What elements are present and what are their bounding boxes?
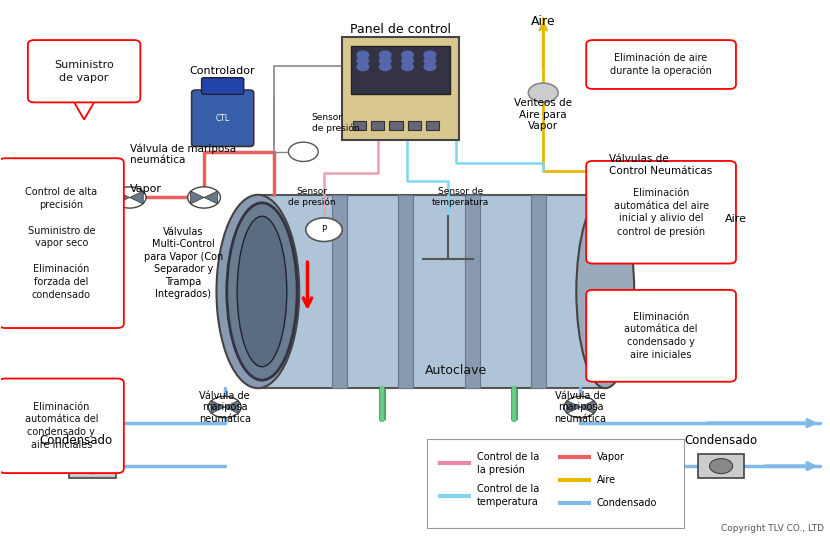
- Circle shape: [357, 63, 369, 71]
- Circle shape: [402, 51, 413, 59]
- Text: Eliminación de aire
durante la operación: Eliminación de aire durante la operación: [610, 53, 712, 76]
- Text: Eliminación
automática del aire
inicial y alivio del
control de presión: Eliminación automática del aire inicial …: [613, 188, 709, 237]
- Circle shape: [305, 218, 342, 241]
- Text: Válvula de mariposa
neumática: Válvula de mariposa neumática: [129, 143, 236, 165]
- Circle shape: [710, 458, 733, 474]
- FancyBboxPatch shape: [69, 454, 115, 478]
- Text: Copyright TLV CO., LTD: Copyright TLV CO., LTD: [721, 524, 824, 533]
- Ellipse shape: [227, 203, 297, 380]
- FancyBboxPatch shape: [607, 204, 653, 234]
- Polygon shape: [116, 191, 129, 204]
- Polygon shape: [190, 191, 204, 204]
- Text: Condensado: Condensado: [597, 498, 657, 508]
- FancyBboxPatch shape: [426, 121, 439, 131]
- Ellipse shape: [237, 217, 287, 367]
- Text: Válvulas
Multi-Control
para Vapor (Con
Separador y
Trampa
Integrados): Válvulas Multi-Control para Vapor (Con S…: [144, 227, 223, 299]
- Text: Suministro
de vapor: Suministro de vapor: [54, 60, 114, 83]
- Circle shape: [289, 142, 318, 161]
- FancyBboxPatch shape: [332, 195, 347, 388]
- FancyBboxPatch shape: [342, 37, 459, 140]
- FancyBboxPatch shape: [192, 90, 254, 146]
- Text: Aire: Aire: [531, 15, 555, 28]
- Circle shape: [402, 63, 413, 71]
- Polygon shape: [211, 401, 225, 414]
- Circle shape: [424, 57, 436, 65]
- FancyBboxPatch shape: [408, 121, 421, 131]
- Text: P: P: [321, 225, 326, 234]
- Circle shape: [188, 187, 221, 208]
- FancyBboxPatch shape: [586, 161, 736, 264]
- Circle shape: [208, 396, 242, 417]
- Text: Aire: Aire: [725, 214, 747, 224]
- Text: Aire: Aire: [597, 475, 616, 484]
- Circle shape: [379, 51, 391, 59]
- Text: Sensor
de presión: Sensor de presión: [288, 187, 335, 207]
- Circle shape: [357, 51, 369, 59]
- Text: Eliminación
automática del
condensado y
aire iniciales: Eliminación automática del condensado y …: [25, 402, 98, 450]
- FancyBboxPatch shape: [698, 454, 745, 478]
- Polygon shape: [580, 401, 594, 414]
- FancyBboxPatch shape: [371, 121, 384, 131]
- Circle shape: [81, 458, 104, 474]
- Text: Válvulas de
Control Neumáticas: Válvulas de Control Neumáticas: [609, 154, 713, 176]
- FancyBboxPatch shape: [258, 195, 605, 388]
- Ellipse shape: [217, 195, 299, 388]
- Circle shape: [424, 63, 436, 71]
- Polygon shape: [204, 191, 217, 204]
- FancyBboxPatch shape: [427, 439, 684, 528]
- Circle shape: [424, 51, 436, 59]
- Text: Sensor de
temperatura: Sensor de temperatura: [432, 187, 489, 207]
- FancyBboxPatch shape: [398, 195, 413, 388]
- FancyBboxPatch shape: [0, 379, 124, 473]
- Text: Panel de control: Panel de control: [350, 23, 451, 36]
- Polygon shape: [129, 191, 144, 204]
- Circle shape: [379, 57, 391, 65]
- Polygon shape: [567, 401, 580, 414]
- FancyBboxPatch shape: [353, 121, 366, 131]
- Text: Autoclave: Autoclave: [425, 364, 487, 377]
- Text: Controlador: Controlador: [190, 66, 256, 76]
- Polygon shape: [225, 401, 238, 414]
- Text: Control de alta
precisión

Suministro de
vapor seco

Eliminación
forzada del
con: Control de alta precisión Suministro de …: [25, 187, 97, 300]
- FancyBboxPatch shape: [202, 78, 244, 94]
- FancyBboxPatch shape: [465, 195, 480, 388]
- FancyBboxPatch shape: [531, 195, 545, 388]
- FancyBboxPatch shape: [28, 40, 140, 103]
- Circle shape: [113, 187, 146, 208]
- FancyBboxPatch shape: [618, 195, 642, 206]
- Text: Condensado: Condensado: [685, 434, 758, 447]
- Text: Condensado: Condensado: [39, 434, 112, 447]
- Circle shape: [357, 57, 369, 65]
- Text: Vapor: Vapor: [597, 452, 625, 462]
- Text: Sensor
de presión: Sensor de presión: [311, 113, 359, 133]
- Circle shape: [402, 57, 413, 65]
- Circle shape: [379, 63, 391, 71]
- FancyBboxPatch shape: [586, 290, 736, 382]
- Text: CTL: CTL: [216, 114, 230, 123]
- FancyBboxPatch shape: [389, 121, 403, 131]
- Text: Control de la
temperatura: Control de la temperatura: [477, 484, 540, 507]
- Text: Venteos de
Aire para
Vapor: Venteos de Aire para Vapor: [515, 98, 572, 131]
- Ellipse shape: [576, 195, 634, 388]
- Text: Válvula de
mariposa
neumática: Válvula de mariposa neumática: [198, 391, 251, 424]
- Polygon shape: [71, 98, 96, 119]
- Circle shape: [564, 396, 597, 417]
- Text: Válvula de
mariposa
neumática: Válvula de mariposa neumática: [554, 391, 607, 424]
- Text: Eliminación
automática del
condensado y
aire iniciales: Eliminación automática del condensado y …: [624, 312, 698, 360]
- FancyBboxPatch shape: [0, 158, 124, 328]
- FancyBboxPatch shape: [351, 46, 450, 93]
- Circle shape: [529, 83, 558, 103]
- Text: Control de la
la presión: Control de la la presión: [477, 452, 540, 475]
- Text: Vapor: Vapor: [129, 184, 162, 194]
- FancyBboxPatch shape: [586, 40, 736, 89]
